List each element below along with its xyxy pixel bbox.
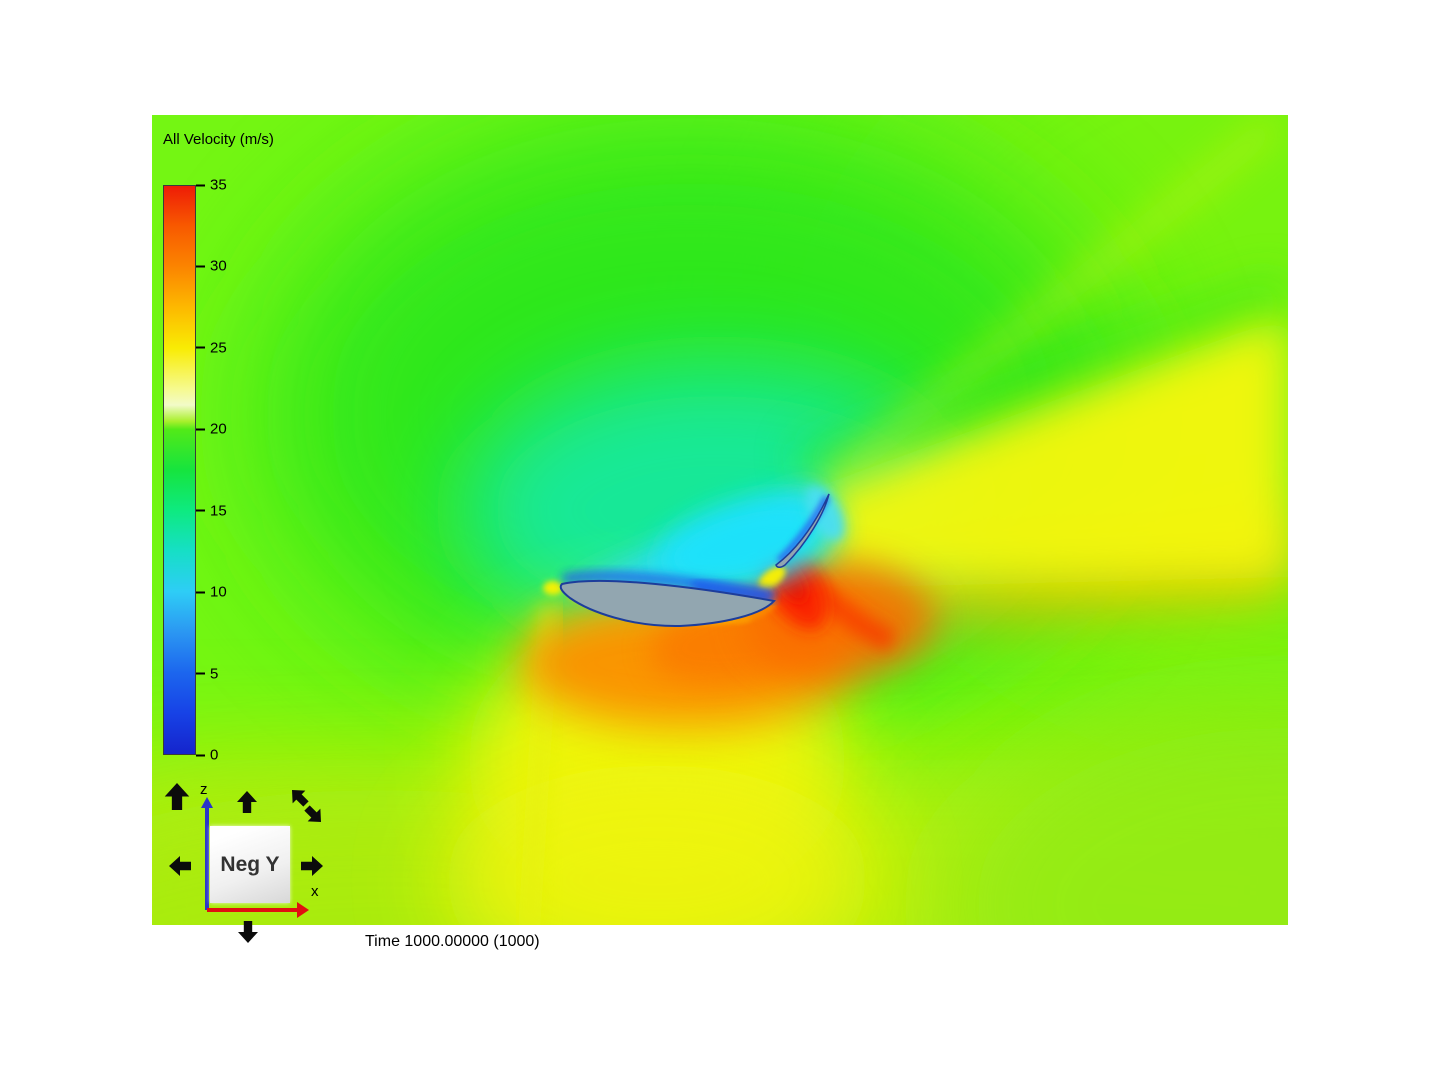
tick-label: 0 [210,746,219,764]
legend-title: All Velocity (m/s) [163,131,274,148]
colorbar-tick: 10 [196,584,227,601]
colorbar [163,185,196,755]
colorbar-tick: 35 [196,177,227,194]
colorbar-tick: 30 [196,258,227,275]
z-axis-arrowhead [201,797,213,808]
z-axis [205,807,209,910]
tick-label: 30 [210,257,227,275]
tick-label: 15 [210,502,227,520]
colorbar-tick: 0 [196,747,218,764]
tick-mark-icon [196,672,205,675]
z-axis-label: z [200,781,208,798]
tick-label: 35 [210,176,227,194]
velocity-contour-field [152,115,1288,925]
x-axis-label: x [311,883,319,900]
x-axis-arrowhead [297,902,309,918]
rotate-diagonal-down-right-arrow-icon[interactable] [301,802,328,829]
tick-mark-icon [196,428,205,431]
main-wing-element [559,579,776,628]
colorbar-tick: 25 [196,339,227,356]
view-orientation-label: Neg Y [220,852,280,876]
rotate-diagonal-up-left-arrow-icon[interactable] [286,784,313,811]
airfoil-geometry [559,493,830,628]
tick-mark-icon [196,346,205,349]
pan-right-arrow-icon[interactable] [301,856,323,876]
pan-down-arrow-icon[interactable] [238,921,258,943]
pan-up-arrow-icon[interactable] [237,791,257,813]
tick-label: 20 [210,420,227,438]
tick-mark-icon [196,265,205,268]
view-orientation-cube[interactable]: Neg Y [210,826,290,903]
tick-mark-icon [196,754,205,756]
colorbar-tick: 5 [196,665,218,682]
pan-left-arrow-icon[interactable] [169,856,191,876]
tick-mark-icon [196,591,205,594]
render-viewport[interactable]: All Velocity (m/s) 35 30 25 20 15 10 5 0 z x Ne… [152,115,1288,925]
tick-mark-icon [196,184,205,186]
colorbar-tick: 15 [196,502,227,519]
tick-label: 10 [210,583,227,601]
time-readout: Time 1000.00000 (1000) [365,933,540,950]
flap-element [775,493,830,568]
colorbar-tick: 20 [196,421,227,438]
velocity-field-gradients [152,115,1288,925]
x-axis [207,908,297,912]
reset-view-up-arrow-icon[interactable] [164,783,190,810]
tick-mark-icon [196,509,205,512]
tick-label: 25 [210,339,227,357]
tick-label: 5 [210,665,219,683]
